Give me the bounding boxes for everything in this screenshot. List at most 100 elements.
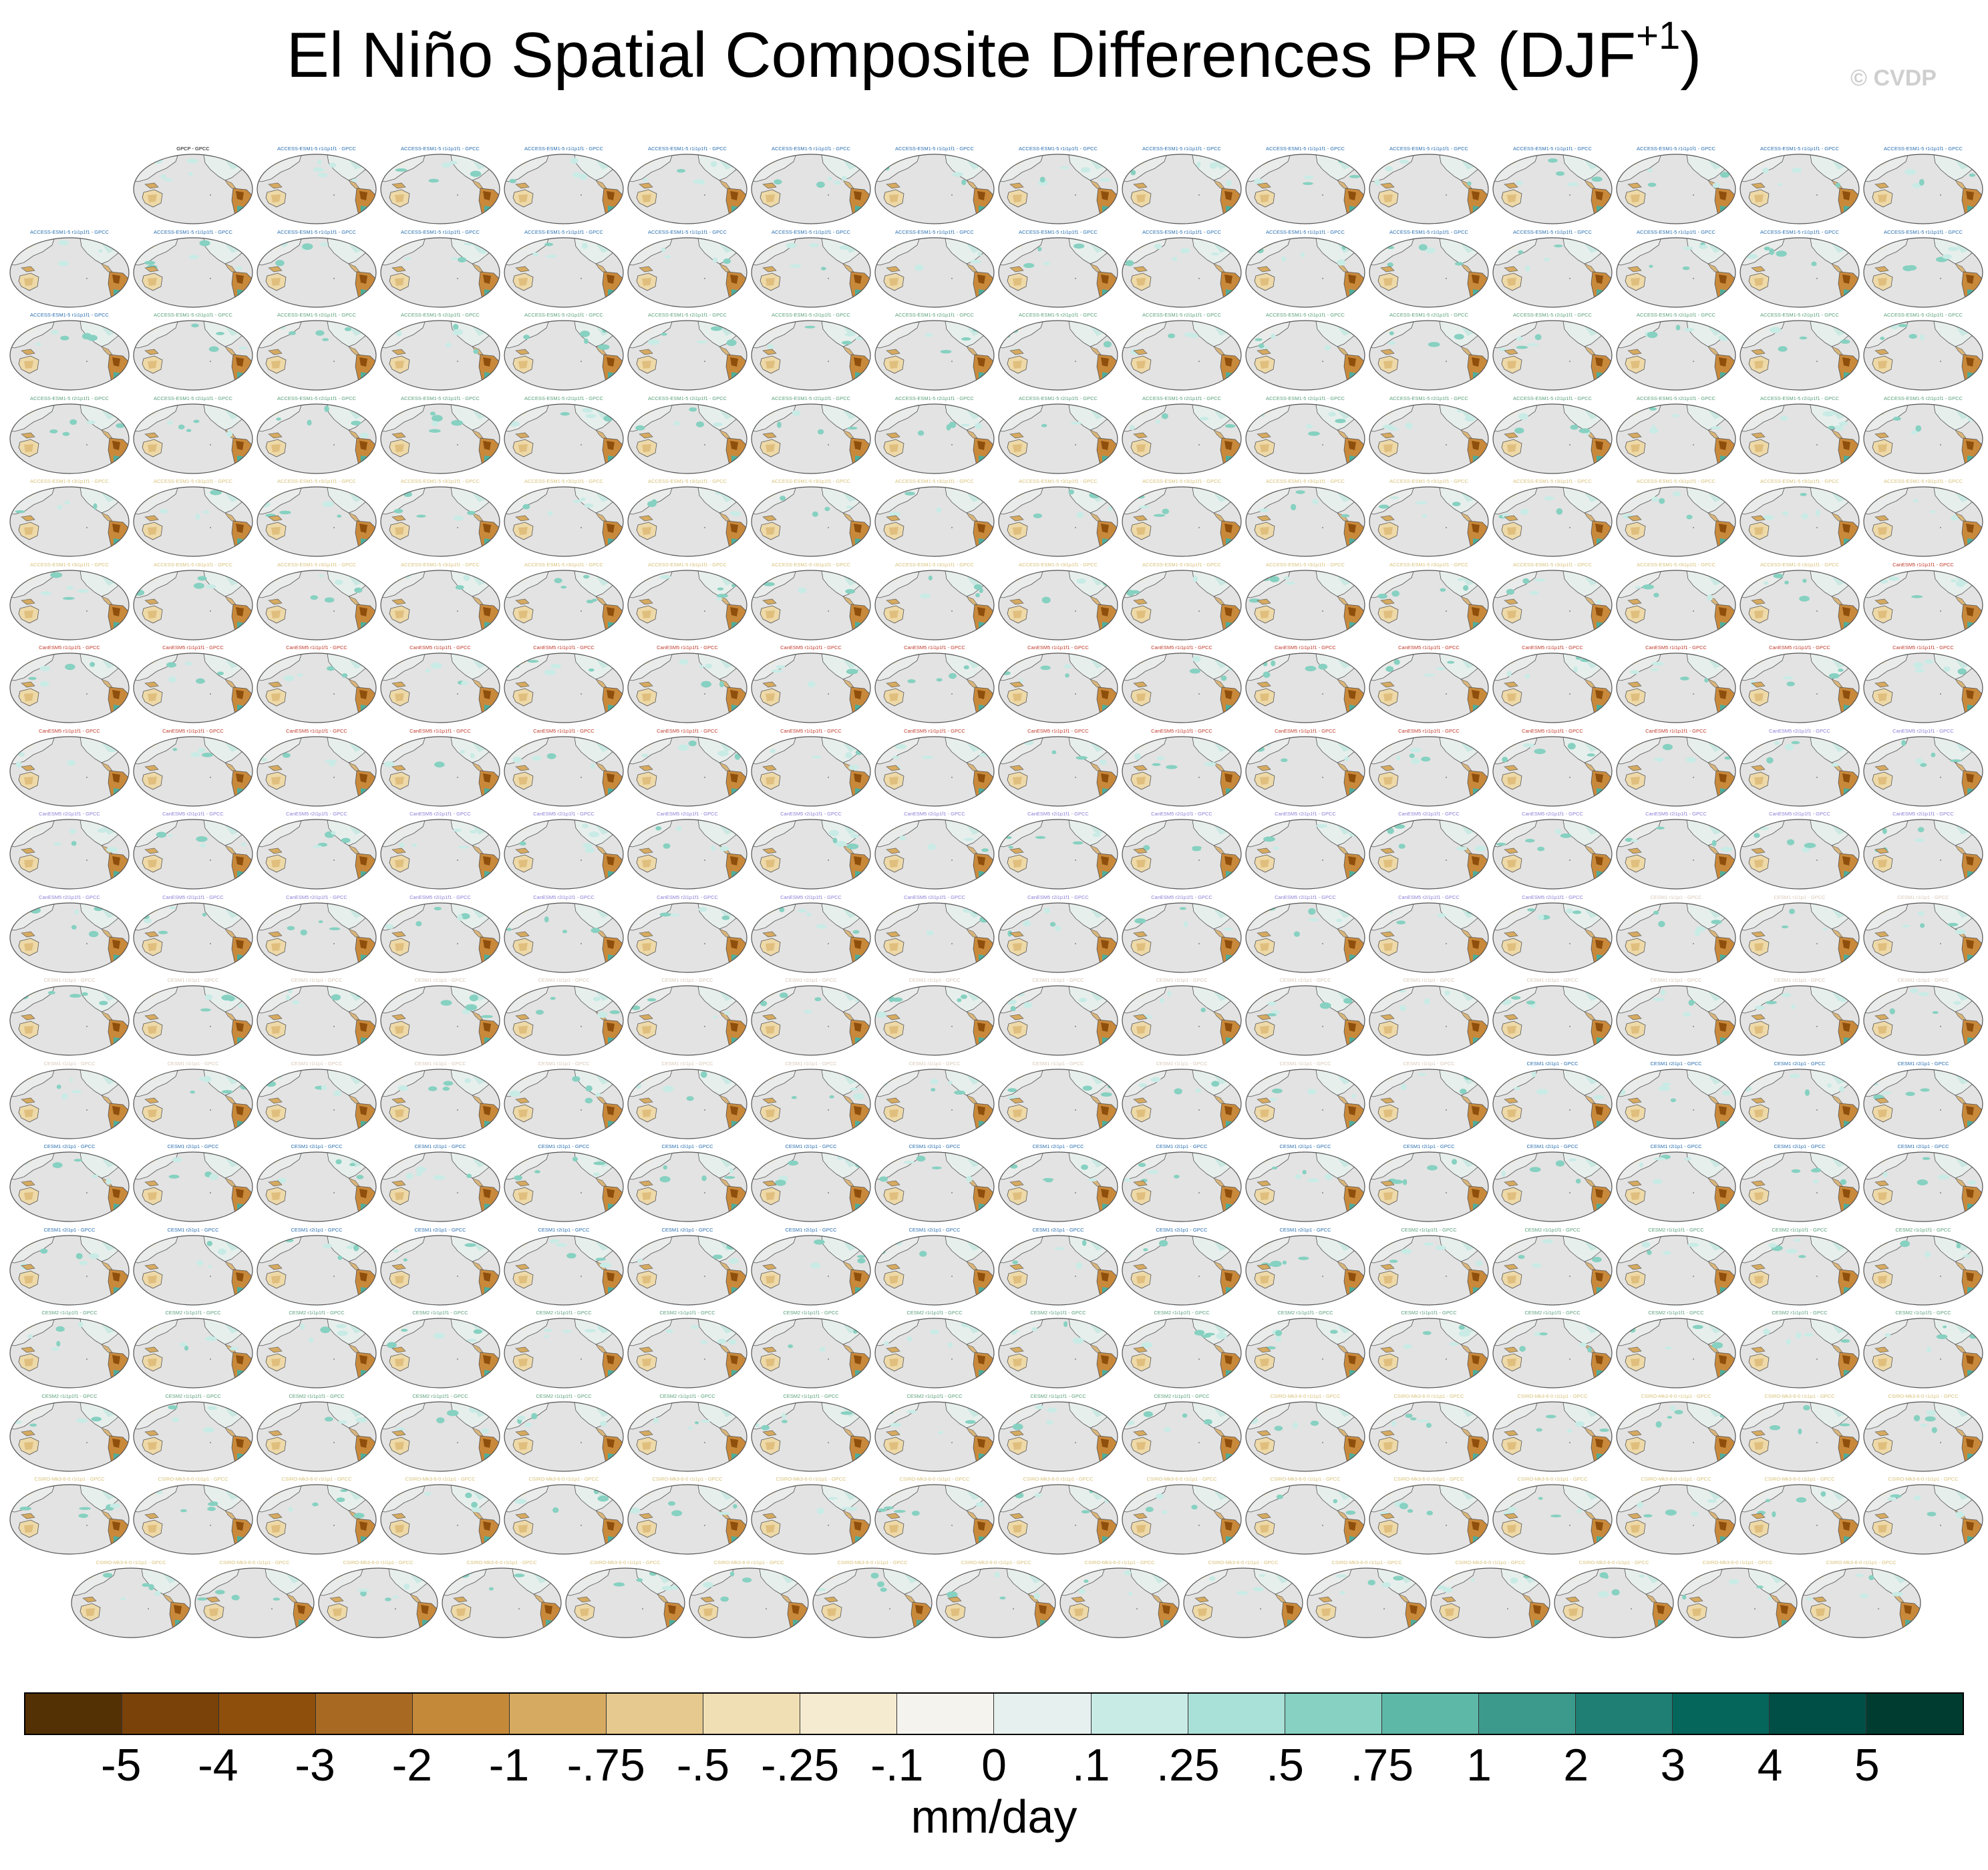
panel-label: ACCESS-ESM1-5 r3i1p1f1 - GPCC (772, 561, 850, 568)
map-panel: CSIRO-Mk3-6-0 r1i1p1 - GPCC (1244, 1476, 1367, 1557)
panel-label: CSIRO-Mk3-6-0 r1i1p1 - GPCC (1331, 1559, 1402, 1565)
world-map (504, 236, 624, 308)
panel-label: ACCESS-ESM1-5 r1i1p1f1 - GPCC (524, 146, 603, 152)
panel-label: CESM1 r2i1p1 - GPCC (661, 1226, 713, 1233)
panel-label: CESM1 r2i1p1 - GPCC (908, 1143, 961, 1149)
world-map (318, 1567, 438, 1638)
world-map (1492, 1068, 1613, 1139)
world-map (1740, 735, 1860, 807)
world-map (1616, 403, 1736, 474)
panel-label: CanESM5 r1i1p1f1 - GPCC (286, 644, 347, 650)
map-panel: CSIRO-Mk3-6-0 r1i1p1 - GPCC (873, 1476, 996, 1557)
map-panel: CESM1 r2i1p1 - GPCC (1244, 1143, 1367, 1225)
panel-label: CanESM5 r1i1p1f1 - GPCC (1398, 644, 1460, 650)
panel-label: CESM1 r1i1p1 - GPCC (661, 1060, 713, 1067)
map-panel: CanESM5 r1i1p1f1 - GPCC (1615, 644, 1737, 726)
panel-label: ACCESS-ESM1-5 r3i1p1f1 - GPCC (30, 561, 109, 568)
map-panel: ACCESS-ESM1-5 r3i1p1f1 - GPCC (626, 562, 749, 643)
world-map (1122, 652, 1242, 723)
panel-label: CSIRO-Mk3-6-0 r1i1p1 - GPCC (1888, 1476, 1959, 1482)
colorbar-box (800, 1694, 898, 1734)
world-map (1616, 320, 1736, 391)
map-panel: ACCESS-ESM1-5 r2i1p1f1 - GPCC (8, 395, 131, 477)
panel-label: CanESM5 r2i1p1f1 - GPCC (1769, 727, 1830, 734)
panel-label: CanESM5 r1i1p1f1 - GPCC (904, 727, 965, 734)
world-map (627, 1400, 748, 1472)
world-map (751, 985, 871, 1056)
panel-label: CESM1 r2i1p1 - GPCC (1650, 1060, 1702, 1067)
panel-label: CESM1 r2i1p1 - GPCC (167, 1226, 219, 1233)
panel-label: CSIRO-Mk3-6-0 r1i1p1 - GPCC (776, 1476, 846, 1482)
map-panel: CESM1 r2i1p1 - GPCC (502, 1227, 625, 1308)
panel-label: CanESM5 r2i1p1f1 - GPCC (162, 811, 224, 817)
map-panel: ACCESS-ESM1-5 r1i1p1f1 - GPCC (626, 146, 749, 227)
map-panel: CESM1 r1i1p1 - GPCC (8, 1061, 131, 1142)
map-panel: CESM2 r1i1p1f1 - GPCC (502, 1393, 625, 1475)
panel-label: CanESM5 r2i1p1f1 - GPCC (904, 811, 965, 817)
map-panel: CanESM5 r1i1p1f1 - GPCC (255, 644, 378, 726)
map-panel: ACCESS-ESM1-5 r2i1p1f1 - GPCC (1367, 312, 1490, 393)
world-map (1245, 1234, 1365, 1306)
colorbar-tick-label: 4 (1757, 1740, 1783, 1791)
panel-label: CESM1 r2i1p1 - GPCC (908, 1226, 961, 1233)
panel-label: CESM1 r1i1p1 - GPCC (43, 1060, 96, 1067)
world-map (1492, 1400, 1613, 1472)
world-map (380, 1151, 500, 1222)
map-panel: ACCESS-ESM1-5 r2i1p1f1 - GPCC (1244, 312, 1367, 393)
world-map (504, 320, 624, 391)
panel-label: ACCESS-ESM1-5 r3i1p1f1 - GPCC (524, 561, 603, 568)
panel-label: ACCESS-ESM1-5 r3i1p1f1 - GPCC (154, 561, 232, 568)
world-map (751, 1151, 871, 1222)
world-map (874, 1318, 995, 1388)
world-map (257, 735, 377, 807)
panel-grid: GPCP - GPCC ACCESS-ESM1-5 r1i1p1f1 - GPCC… (8, 146, 1983, 1638)
panel-label: ACCESS-ESM1-5 r3i1p1f1 - GPCC (1760, 478, 1839, 484)
panel-label: CESM1 r1i1p1 - GPCC (1279, 977, 1331, 983)
world-map (9, 1318, 130, 1388)
colorbar-tick-label: -.25 (761, 1740, 840, 1791)
map-panel: CSIRO-Mk3-6-0 r1i1p1 - GPCC (1120, 1476, 1243, 1557)
world-map (874, 236, 995, 308)
world-map (380, 1400, 500, 1472)
map-panel: CESM2 r1i1p1f1 - GPCC (873, 1393, 996, 1475)
world-map (874, 1484, 995, 1555)
map-panel: ACCESS-ESM1-5 r3i1p1f1 - GPCC (255, 478, 378, 560)
panel-label: CanESM5 r2i1p1f1 - GPCC (1645, 811, 1707, 817)
panel-label: ACCESS-ESM1-5 r2i1p1f1 - GPCC (1266, 312, 1345, 318)
world-map (9, 1068, 130, 1139)
map-panel: CSIRO-Mk3-6-0 r1i1p1 - GPCC (1244, 1393, 1367, 1475)
world-map (504, 1151, 624, 1222)
map-panel: ACCESS-ESM1-5 r2i1p1f1 - GPCC (997, 395, 1120, 477)
map-panel: CanESM5 r2i1p1f1 - GPCC (1491, 894, 1614, 976)
map-panel: CanESM5 r2i1p1f1 - GPCC (997, 894, 1120, 976)
panel-label: CanESM5 r2i1p1f1 - GPCC (39, 811, 100, 817)
world-map (1245, 1151, 1365, 1222)
panel-label: ACCESS-ESM1-5 r2i1p1f1 - GPCC (1389, 312, 1468, 318)
map-panel: ACCESS-ESM1-5 r2i1p1f1 - GPCC (750, 312, 872, 393)
map-panel: CanESM5 r2i1p1f1 - GPCC (1738, 811, 1861, 892)
map-panel: ACCESS-ESM1-5 r3i1p1f1 - GPCC (1244, 562, 1367, 643)
panel-label: CSIRO-Mk3-6-0 r1i1p1 - GPCC (837, 1559, 908, 1565)
map-panel: ACCESS-ESM1-5 r1i1p1f1 - GPCC (255, 229, 378, 311)
map-panel: ACCESS-ESM1-5 r2i1p1f1 - GPCC (379, 395, 502, 477)
map-panel: ACCESS-ESM1-5 r2i1p1f1 - GPCC (1738, 312, 1861, 393)
map-panel: CanESM5 r1i1p1f1 - GPCC (379, 644, 502, 726)
world-map (9, 1151, 130, 1222)
panel-label: CESM1 r1i1p1 - GPCC (661, 977, 713, 983)
map-panel: ACCESS-ESM1-5 r1i1p1f1 - GPCC (750, 229, 872, 311)
world-map (1863, 154, 1983, 224)
panel-label: CESM1 r1i1p1 - GPCC (785, 977, 837, 983)
panel-label: ACCESS-ESM1-5 r2i1p1f1 - GPCC (1142, 395, 1221, 401)
world-map (874, 902, 995, 973)
panel-label: ACCESS-ESM1-5 r1i1p1f1 - GPCC (772, 146, 850, 152)
world-map (1740, 652, 1860, 723)
map-panel: CESM1 r2i1p1 - GPCC (1738, 1061, 1861, 1142)
world-map (1616, 486, 1736, 557)
colorbar-box (703, 1694, 801, 1734)
map-panel: ACCESS-ESM1-5 r1i1p1f1 - GPCC (1120, 146, 1243, 227)
panel-label: CESM1 r1i1p1 - GPCC (1897, 894, 1949, 900)
map-panel: CSIRO-Mk3-6-0 r1i1p1 - GPCC (750, 1476, 872, 1557)
panel-label: CESM1 r2i1p1 - GPCC (1032, 1143, 1084, 1149)
panel-label: CESM2 r1i1p1f1 - GPCC (289, 1310, 345, 1316)
panel-label: CSIRO-Mk3-6-0 r1i1p1 - GPCC (1826, 1559, 1896, 1565)
